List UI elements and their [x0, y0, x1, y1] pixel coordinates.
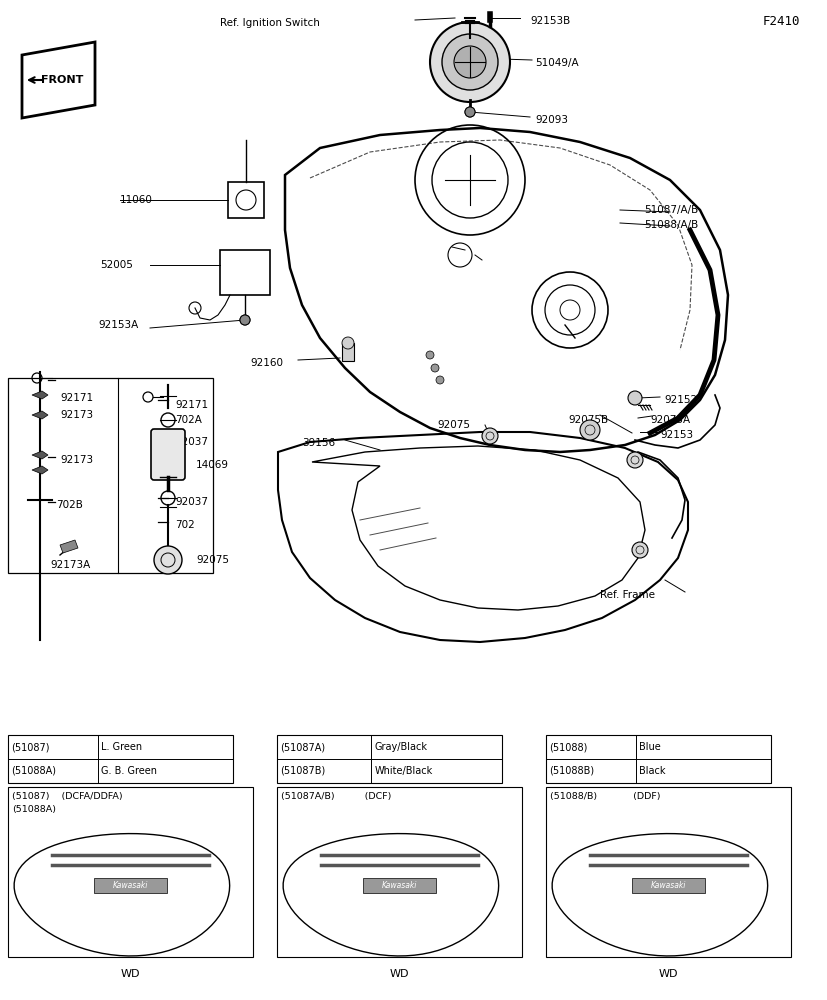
- Text: (51088/B)            (DDF): (51088/B) (DDF): [549, 792, 660, 801]
- Polygon shape: [60, 540, 78, 553]
- Circle shape: [342, 337, 354, 349]
- Bar: [545, 787, 790, 957]
- Text: 51088/A/B: 51088/A/B: [643, 220, 697, 230]
- Bar: [8, 378, 213, 573]
- Text: 92093: 92093: [534, 115, 567, 125]
- Text: WD: WD: [121, 969, 140, 979]
- Text: 702A: 702A: [174, 415, 202, 425]
- Text: 14069: 14069: [196, 460, 229, 470]
- Text: F2410: F2410: [762, 15, 799, 28]
- Text: 52005: 52005: [100, 260, 132, 270]
- Bar: [8, 735, 232, 783]
- Text: 51087/A/B: 51087/A/B: [643, 205, 697, 215]
- Circle shape: [431, 364, 438, 372]
- Bar: [220, 250, 270, 295]
- Text: 92173: 92173: [60, 410, 93, 420]
- Text: 92075: 92075: [196, 555, 229, 565]
- Bar: [342, 343, 354, 361]
- Bar: [277, 787, 521, 957]
- Text: (51087B): (51087B): [280, 766, 325, 776]
- Text: 92152: 92152: [663, 395, 696, 405]
- Text: Kawasaki: Kawasaki: [650, 881, 686, 890]
- Text: Black: Black: [638, 766, 665, 776]
- Text: 92037: 92037: [174, 437, 208, 447]
- Text: White/Black: White/Black: [374, 766, 433, 776]
- Text: (51088A): (51088A): [12, 805, 56, 814]
- Text: (51087A/B)          (DCF): (51087A/B) (DCF): [280, 792, 391, 801]
- Text: 92037: 92037: [174, 497, 208, 507]
- Circle shape: [154, 546, 182, 574]
- FancyBboxPatch shape: [151, 429, 184, 480]
- Circle shape: [453, 46, 485, 78]
- Text: G. B. Green: G. B. Green: [101, 766, 157, 776]
- Circle shape: [429, 22, 509, 102]
- Text: 92160: 92160: [250, 358, 283, 368]
- Circle shape: [465, 107, 475, 117]
- Text: WD: WD: [390, 969, 409, 979]
- Text: 39156: 39156: [302, 438, 335, 448]
- Bar: [277, 735, 501, 783]
- Circle shape: [465, 107, 475, 117]
- Text: (51087): (51087): [11, 742, 50, 752]
- Polygon shape: [32, 411, 48, 419]
- Text: 92075B: 92075B: [567, 415, 607, 425]
- Circle shape: [631, 542, 648, 558]
- Polygon shape: [32, 391, 48, 399]
- Circle shape: [626, 452, 643, 468]
- Bar: [362, 878, 436, 893]
- Bar: [545, 735, 770, 783]
- Text: 92171: 92171: [60, 393, 93, 403]
- Bar: [631, 878, 705, 893]
- Bar: [93, 878, 167, 893]
- Text: 51049/A: 51049/A: [534, 58, 578, 68]
- Text: 92171: 92171: [174, 400, 208, 410]
- Text: (51087)    (DCFA/DDFA): (51087) (DCFA/DDFA): [12, 792, 122, 801]
- Circle shape: [240, 315, 250, 325]
- Text: (51088A): (51088A): [11, 766, 56, 776]
- Text: 702B: 702B: [56, 500, 83, 510]
- Text: (51087A): (51087A): [280, 742, 325, 752]
- Text: 92075: 92075: [437, 420, 470, 430]
- Text: 702: 702: [174, 520, 194, 530]
- Circle shape: [436, 376, 443, 384]
- Text: Gray/Black: Gray/Black: [374, 742, 427, 752]
- Text: 92173: 92173: [60, 455, 93, 465]
- Text: Ref. Ignition Switch: Ref. Ignition Switch: [220, 18, 319, 28]
- Text: 11060: 11060: [120, 195, 153, 205]
- Circle shape: [627, 391, 641, 405]
- Text: 92075A: 92075A: [649, 415, 689, 425]
- Text: Kawasaki: Kawasaki: [112, 881, 148, 890]
- Polygon shape: [32, 451, 48, 459]
- Circle shape: [425, 351, 433, 359]
- Bar: [227, 182, 264, 218]
- Text: (51088B): (51088B): [548, 766, 594, 776]
- Circle shape: [442, 34, 497, 90]
- Text: 92153: 92153: [659, 430, 692, 440]
- Text: 92173A: 92173A: [50, 560, 90, 570]
- Text: L. Green: L. Green: [101, 742, 142, 752]
- Text: 92153A: 92153A: [98, 320, 138, 330]
- Text: Blue: Blue: [638, 742, 660, 752]
- Circle shape: [240, 315, 250, 325]
- Text: 92153B: 92153B: [529, 16, 570, 26]
- Polygon shape: [22, 42, 95, 118]
- Bar: [8, 787, 253, 957]
- Text: Kawasaki: Kawasaki: [381, 881, 417, 890]
- Polygon shape: [32, 466, 48, 474]
- Circle shape: [579, 420, 600, 440]
- Text: Ref. Frame: Ref. Frame: [600, 590, 654, 600]
- Text: WD: WD: [658, 969, 677, 979]
- Text: FRONT: FRONT: [41, 75, 83, 85]
- Text: (51088): (51088): [548, 742, 586, 752]
- Circle shape: [481, 428, 497, 444]
